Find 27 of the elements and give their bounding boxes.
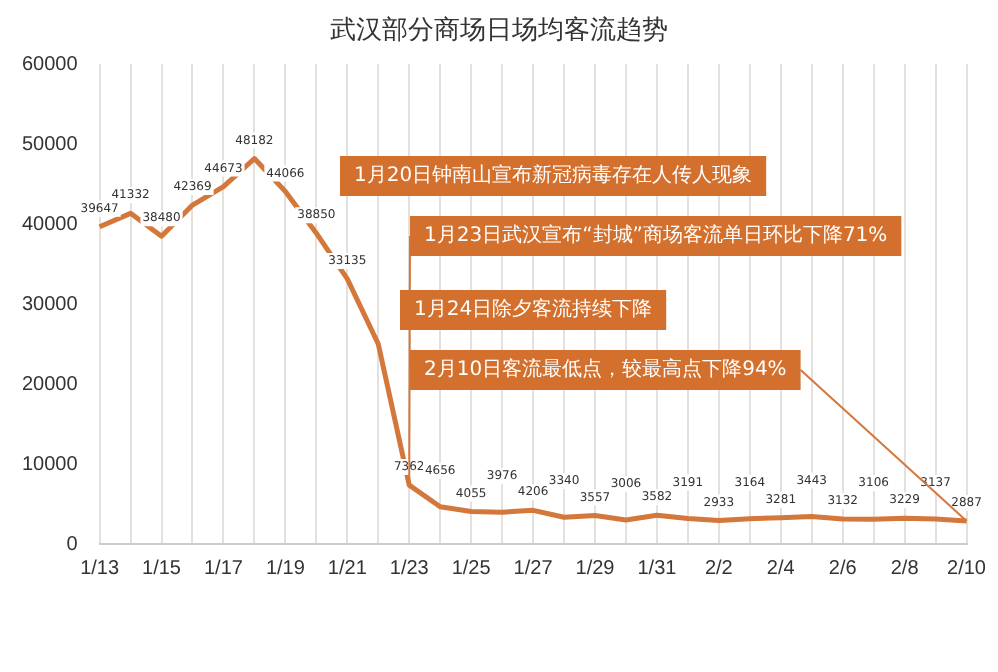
annotation: 1月20日钟南山宣布新冠病毒存在人传人现象 xyxy=(354,163,753,188)
x-tick-label: 1/13 xyxy=(80,557,120,580)
x-tick-label: 1/17 xyxy=(203,557,244,580)
y-tick-label: 0 xyxy=(66,533,79,556)
y-tick-label: 50000 xyxy=(21,133,79,156)
x-tick-label: 2/8 xyxy=(890,557,920,580)
annotation: 2月10日客流最低点，较最高点下降94% xyxy=(424,357,787,382)
annotation: 1月23日武汉宣布“封城”商场客流单日环比下降71% xyxy=(424,223,888,248)
y-tick-label: 40000 xyxy=(21,213,79,236)
x-tick-label: 1/25 xyxy=(451,557,492,580)
x-tick-label: 2/10 xyxy=(947,557,987,580)
annotation: 1月24日除夕客流持续下降 xyxy=(414,297,653,322)
x-tick-label: 1/23 xyxy=(389,557,430,580)
y-tick-label: 30000 xyxy=(21,293,79,316)
x-tick-label: 1/31 xyxy=(637,557,678,580)
x-tick-label: 2/6 xyxy=(828,557,858,580)
x-tick-label: 2/2 xyxy=(704,557,734,580)
x-tick-label: 1/19 xyxy=(265,557,306,580)
x-tick-label: 1/27 xyxy=(513,557,554,580)
y-tick-label: 60000 xyxy=(21,53,79,76)
x-tick-label: 1/29 xyxy=(575,557,616,580)
x-tick-label: 1/15 xyxy=(142,557,182,580)
chart-title: 武汉部分商场日场均客流趋势 xyxy=(328,14,670,48)
y-tick-label: 10000 xyxy=(21,453,79,476)
x-tick-label: 2/4 xyxy=(766,557,796,580)
y-tick-label: 20000 xyxy=(21,373,79,396)
x-tick-label: 1/21 xyxy=(327,557,368,580)
